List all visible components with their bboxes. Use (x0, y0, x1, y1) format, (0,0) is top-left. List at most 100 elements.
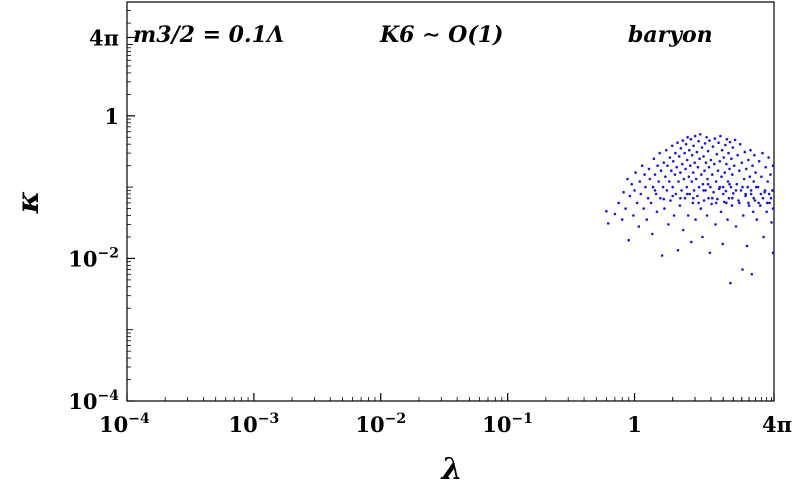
scatter-point (713, 162, 716, 166)
scatter-point (653, 173, 657, 176)
scatter-point (704, 189, 707, 192)
scatter-point (729, 281, 732, 285)
scatter-point (736, 153, 739, 157)
scatter-point (605, 209, 608, 213)
scatter-point (771, 189, 775, 192)
scatter-point (724, 143, 727, 147)
scatter-point (757, 201, 760, 205)
scatter-point (744, 194, 747, 198)
x-tick-label: 4π (762, 412, 792, 437)
scatter-point (723, 171, 727, 174)
scatter-point (674, 192, 678, 196)
scatter-point (626, 177, 629, 181)
scatter-point (693, 161, 696, 164)
scatter-point (755, 218, 759, 221)
scatter-point (663, 207, 666, 210)
scatter-point (748, 175, 752, 178)
scatter-point (723, 200, 726, 204)
scatter-point (742, 214, 745, 217)
scatter-point (771, 251, 775, 255)
scatter-point (669, 199, 672, 202)
scatter-point (747, 201, 750, 205)
scatter-point (706, 177, 709, 181)
scatter-point (696, 165, 700, 169)
scatter-point (684, 142, 688, 146)
scatter-point (664, 175, 667, 178)
y-tick-label: 4π (89, 25, 119, 50)
scatter-point (653, 189, 657, 192)
scatter-point (634, 171, 637, 174)
scatter-point (661, 185, 665, 189)
y-tick-label: 10−2 (68, 245, 119, 271)
scatter-point (714, 223, 717, 226)
scatter-point (713, 137, 717, 140)
scatter-point (762, 235, 765, 239)
scatter-point (727, 151, 730, 155)
scatter-point (649, 201, 653, 205)
scatter-point (688, 148, 691, 152)
scatter-point (620, 218, 624, 221)
scatter-point (754, 185, 758, 189)
x-tick-label: 10−3 (229, 411, 280, 437)
scatter-point (685, 185, 689, 189)
scatter-point (665, 189, 669, 192)
scatter-point (712, 190, 715, 194)
scatter-point (711, 173, 714, 176)
scatter-point (706, 149, 710, 153)
scatter-point (728, 167, 731, 171)
scatter-point (665, 148, 668, 152)
scatter-point (667, 223, 670, 226)
scatter-point (766, 180, 769, 183)
scatter-point (683, 151, 686, 155)
scatter-point (692, 189, 696, 192)
scatter-point (699, 133, 702, 136)
scatter-point (702, 199, 706, 202)
scatter-point (613, 212, 617, 216)
scatter-point (749, 148, 752, 152)
scatter-point (760, 175, 763, 178)
scatter-point (754, 171, 757, 174)
scatter-point (709, 185, 712, 189)
scatter-point (673, 173, 677, 176)
scatter-point (624, 207, 627, 210)
scatter-point (740, 161, 744, 164)
scatter-point (680, 189, 683, 192)
scatter-point (679, 171, 682, 174)
scatter-point (671, 194, 674, 198)
scatter-point (688, 192, 691, 196)
scatter-point (678, 204, 682, 207)
scatter-point (707, 196, 710, 200)
scatter-point (753, 153, 756, 157)
scatter-point (666, 164, 669, 167)
scatter-point (708, 139, 711, 142)
scatter-point (672, 214, 676, 217)
scatter-point (716, 197, 719, 201)
scatter-point (606, 222, 610, 225)
x-axis-label: λ (439, 452, 462, 487)
scatter-point (694, 177, 698, 181)
scatter-point (686, 136, 689, 139)
scatter-point (757, 160, 761, 163)
y-tick-label: 10−4 (68, 388, 119, 414)
scatter-point (745, 244, 749, 248)
scatter-point (734, 225, 738, 228)
scatter-point (717, 141, 720, 144)
scatter-point (691, 201, 695, 205)
scatter-point (732, 164, 736, 167)
scatter-point (701, 182, 705, 186)
x-tick-label: 10−1 (482, 411, 533, 437)
scatter-point (752, 196, 755, 200)
scatter-point (730, 157, 733, 160)
scatter-point (707, 165, 711, 169)
scatter-point (735, 182, 739, 186)
scatter-point (731, 173, 734, 176)
scatter-point (752, 180, 755, 183)
scatter-point (670, 144, 674, 148)
scatter-point (690, 153, 694, 157)
scatter-point (670, 169, 673, 172)
scatter-point (720, 175, 723, 178)
scatter-point (679, 196, 682, 200)
scatter-point (761, 196, 765, 200)
scatter-point (642, 207, 645, 210)
